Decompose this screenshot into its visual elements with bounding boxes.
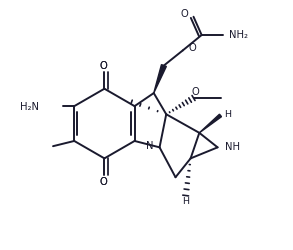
- Text: NH: NH: [225, 142, 240, 152]
- Text: H: H: [224, 110, 231, 119]
- Polygon shape: [199, 114, 222, 133]
- Text: O: O: [99, 176, 107, 186]
- Text: O: O: [180, 10, 188, 20]
- Text: N: N: [146, 141, 154, 151]
- Text: O: O: [188, 43, 196, 53]
- Text: H₂N: H₂N: [20, 102, 39, 112]
- Text: O: O: [99, 60, 107, 70]
- Text: NH₂: NH₂: [229, 30, 248, 40]
- Text: O: O: [99, 176, 107, 186]
- Text: H: H: [182, 197, 189, 206]
- Text: O: O: [99, 60, 107, 70]
- Text: O: O: [191, 86, 199, 97]
- Polygon shape: [154, 64, 166, 93]
